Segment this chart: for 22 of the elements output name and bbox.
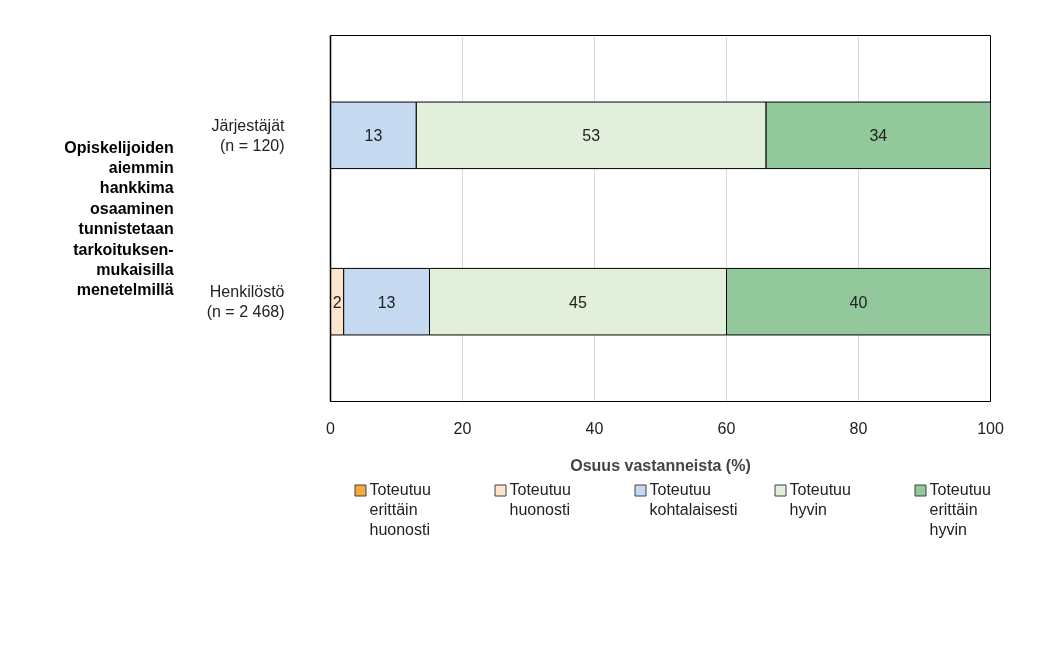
y-axis-title: Opiskelijoiden aiemmin hankkima osaaminen tunnistetaan tarkoituksen-mukaisilla menetelmillä bbox=[64, 138, 174, 299]
data-label: 2 bbox=[332, 293, 342, 311]
x-tick-label: 20 bbox=[453, 419, 472, 437]
y-tick-label: Henkilöstö (n = 2 468) bbox=[206, 282, 285, 321]
y-tick-label: Järjestäjät (n = 120) bbox=[211, 116, 286, 155]
x-tick-label: 40 bbox=[585, 419, 604, 437]
data-label: 13 bbox=[364, 127, 383, 145]
legend-label: Toteutuu huonosti bbox=[509, 480, 571, 518]
legend-label: Toteutuu kohtalaisesti bbox=[649, 480, 738, 518]
legend-label: Toteutuu hyvin bbox=[789, 480, 851, 518]
x-axis-title: Osuus vastanneista (%) bbox=[570, 456, 751, 474]
x-tick-label: 60 bbox=[717, 419, 736, 437]
data-label: 40 bbox=[849, 293, 868, 311]
data-label: 53 bbox=[582, 127, 601, 145]
data-label: 45 bbox=[569, 293, 587, 311]
x-tick-label: 100 bbox=[977, 419, 1004, 437]
data-label: 13 bbox=[377, 293, 396, 311]
data-label: 34 bbox=[869, 127, 888, 145]
legend-label: Toteutuu erittäin hyvin bbox=[929, 480, 991, 539]
legend-label: Toteutuu erittäin huonosti bbox=[369, 480, 431, 539]
x-tick-label: 0 bbox=[326, 419, 336, 437]
x-tick-label: 80 bbox=[849, 419, 868, 437]
